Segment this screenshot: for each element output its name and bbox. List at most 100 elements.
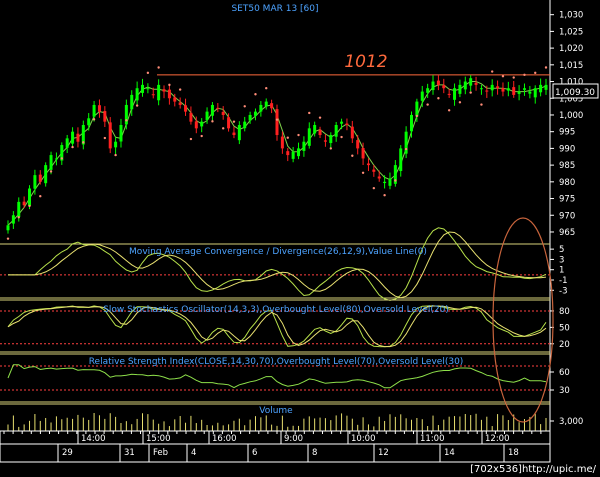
- candle-body: [528, 91, 532, 94]
- sar-dot: [232, 120, 236, 123]
- sar-dot: [544, 66, 548, 69]
- sar-dot: [480, 103, 483, 106]
- price-tick-label: 1,020: [559, 44, 583, 54]
- candle-body: [383, 181, 387, 184]
- sar-dot: [361, 171, 365, 175]
- candle-body: [243, 121, 247, 129]
- candle-body: [388, 178, 392, 186]
- candle-body: [237, 125, 241, 141]
- price-tick-label: 965: [559, 228, 575, 238]
- candle-body: [221, 111, 225, 115]
- sar-dot: [49, 170, 53, 173]
- candle-body: [22, 201, 26, 206]
- candle-body: [463, 81, 467, 90]
- resistance-annotation: 1012: [344, 52, 387, 72]
- candle-body: [479, 88, 483, 90]
- sar-dot: [157, 66, 160, 69]
- price-tick-label: 985: [559, 161, 575, 171]
- candle-body: [431, 81, 435, 91]
- candle-body: [33, 175, 37, 189]
- candle-body: [119, 125, 123, 142]
- candle-body: [157, 84, 161, 101]
- sar-dot: [318, 116, 322, 119]
- candle-body: [146, 88, 150, 90]
- candle-body: [124, 104, 128, 125]
- candle-body: [97, 105, 101, 112]
- candle-body: [372, 169, 376, 172]
- candle-body: [275, 109, 279, 136]
- sar-dot: [308, 111, 311, 115]
- price-panel: 1,030 1,025 1,020 1,015 1,010 1,005 1,000 995 99…: [6, 0, 583, 462]
- stochastics-tick-label: 80: [559, 307, 570, 317]
- candle-body: [485, 90, 489, 92]
- candle-body: [361, 148, 365, 159]
- candle-body: [259, 104, 263, 112]
- macd-tick-label: -1: [559, 276, 567, 286]
- candle-body: [474, 82, 478, 85]
- candle-body: [184, 105, 188, 112]
- candle-body: [377, 176, 381, 179]
- sar-dot: [394, 179, 397, 182]
- candle-body: [141, 84, 144, 93]
- sar-dot: [17, 216, 20, 219]
- sar-dot: [426, 103, 429, 106]
- date-label: 14: [444, 448, 455, 458]
- chart-title: SET50 MAR 13 [60]: [231, 4, 318, 14]
- macd-tick-label: -3: [559, 286, 567, 296]
- macd-tick-label: 5: [559, 245, 564, 255]
- candle-body: [210, 104, 214, 116]
- candle-body: [517, 91, 521, 94]
- time-label-top: 16:00: [212, 434, 237, 444]
- price-tick-label: 1,005: [559, 94, 583, 104]
- price-tick-label: 1,010: [559, 78, 583, 88]
- candle-body: [151, 94, 155, 96]
- candle-body: [167, 89, 171, 99]
- time-axis: 14:00 15:00 16:00 9:00 10:00 11:00 12:00 29 31 Fe…: [0, 430, 551, 463]
- candle-body: [297, 148, 301, 157]
- price-tick-label: 995: [559, 128, 575, 138]
- candle-body: [350, 126, 354, 139]
- candle-body: [522, 88, 526, 90]
- candle-body: [227, 117, 231, 129]
- sar-dot: [28, 204, 31, 208]
- candle-body: [87, 118, 91, 126]
- price-tick-label: 1,015: [559, 61, 583, 71]
- candle-body: [496, 86, 500, 89]
- volume-title: Volume: [259, 406, 293, 416]
- sar-dot: [286, 136, 289, 139]
- candle-body: [54, 158, 58, 160]
- sar-dot: [437, 97, 440, 100]
- sar-dot: [512, 76, 515, 79]
- last-value-badge: [552, 83, 599, 99]
- sar-dot: [82, 141, 85, 144]
- sar-dot: [60, 157, 63, 160]
- date-label: 12: [378, 448, 389, 458]
- candle-body: [108, 122, 112, 149]
- sar-dot: [103, 136, 107, 140]
- candle-body: [6, 225, 10, 231]
- sar-dot: [404, 147, 408, 151]
- macd-tick-label: 1: [559, 266, 564, 276]
- sar-dot: [254, 93, 257, 96]
- time-label-top: 12:00: [485, 434, 510, 444]
- candle-body: [44, 165, 48, 184]
- macd-panel: 531-1-3: [0, 227, 567, 301]
- macd-line: [8, 227, 547, 301]
- candle-body: [410, 114, 413, 132]
- candle-body: [38, 174, 42, 182]
- date-label: 8: [312, 448, 317, 458]
- candle-body: [420, 91, 424, 101]
- time-axis-frame: [0, 430, 551, 463]
- candle-body: [135, 88, 139, 101]
- sar-dot: [501, 74, 505, 78]
- candle-body: [162, 89, 166, 92]
- price-tick-label: 990: [559, 144, 575, 154]
- candle-body: [501, 88, 505, 92]
- date-label: 4: [191, 448, 196, 458]
- time-label-top: 14:00: [81, 434, 106, 444]
- sar-dot: [458, 101, 462, 104]
- price-tick-label: 975: [559, 195, 575, 205]
- price-tick-label: 1,000: [559, 111, 583, 121]
- price-tick-label: 970: [559, 211, 575, 221]
